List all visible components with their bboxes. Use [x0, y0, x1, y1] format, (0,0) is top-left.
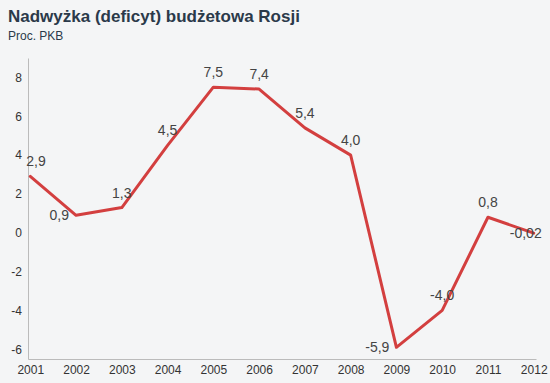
x-tick-label: 2007	[292, 363, 319, 377]
x-tick: 2010	[429, 359, 456, 377]
y-tick: 2	[15, 187, 28, 201]
chart-svg: Nadwyżka (deficyt) budżetowa Rosji Proc. …	[0, 0, 550, 383]
data-label: 0,8	[478, 194, 498, 210]
y-tick-label: 4	[15, 148, 22, 162]
x-tick-label: 2001	[17, 363, 44, 377]
x-tick: 2006	[246, 359, 273, 377]
data-label: 1,3	[112, 185, 132, 201]
x-tick-label: 2006	[246, 363, 273, 377]
x-tick-label: 2010	[429, 363, 456, 377]
y-axis: -6 -4 -2 0 2 4 6 8	[11, 59, 28, 360]
x-tick-label: 2009	[384, 363, 411, 377]
y-tick: 0	[15, 226, 28, 240]
x-tick-label: 2002	[63, 363, 90, 377]
x-tick: 2001	[17, 359, 44, 377]
x-tick: 2002	[63, 359, 90, 377]
y-tick: 8	[15, 71, 28, 85]
data-label: -5,9	[365, 339, 389, 355]
data-label: 4,5	[158, 122, 178, 138]
data-label: 4,0	[341, 132, 361, 148]
x-tick: 2005	[200, 359, 227, 377]
data-label: 5,4	[295, 105, 315, 121]
x-axis-line	[29, 359, 537, 360]
subtitle: Proc. PKB	[8, 29, 63, 43]
data-label: 7,4	[249, 66, 269, 82]
y-tick-label: 6	[15, 110, 22, 124]
y-tick-label: -4	[11, 304, 22, 318]
x-tick-label: 2011	[476, 363, 502, 377]
x-axis: 2001 2002 2003 2004 2005 2006 2007 2008 2009 2010…	[17, 359, 547, 377]
y-tick-label: 2	[15, 187, 22, 201]
x-tick-label: 2005	[200, 363, 227, 377]
y-tick: 6	[15, 110, 28, 124]
data-labels: 2,9 0,9 1,3 4,5 7,5 7,4 5,4 4,0 -5,9 -4,0 0,8 -0,02	[26, 64, 542, 355]
y-tick: -6	[11, 343, 28, 357]
data-label: 7,5	[204, 64, 224, 80]
x-tick: 2007	[292, 359, 319, 377]
marks	[30, 87, 533, 347]
plot: -6-4-20246820012002200320042005200620072…	[11, 59, 548, 377]
y-tick: -4	[11, 304, 28, 318]
y-tick-label: 0	[15, 226, 22, 240]
line	[30, 87, 533, 347]
y-tick-label: -6	[11, 343, 22, 357]
title: Nadwyżka (deficyt) budżetowa Rosji	[8, 7, 300, 26]
x-tick: 2009	[384, 359, 411, 377]
y-tick-label: 8	[15, 71, 22, 85]
data-label: 2,9	[26, 153, 46, 169]
x-tick: 2008	[338, 359, 365, 377]
x-tick-label: 2012	[521, 363, 548, 377]
y-axis-line	[28, 59, 29, 360]
x-tick: 2011	[476, 359, 502, 377]
x-tick: 2004	[155, 359, 182, 377]
x-tick-label: 2003	[109, 363, 136, 377]
x-tick-label: 2008	[338, 363, 365, 377]
data-label: -0,02	[510, 225, 542, 241]
y-tick-label: -2	[11, 265, 22, 279]
x-tick: 2012	[521, 359, 548, 377]
data-label: 0,9	[50, 207, 70, 223]
chart-container: Nadwyżka (deficyt) budżetowa Rosji Proc. …	[0, 0, 550, 383]
background	[0, 0, 550, 383]
x-tick-label: 2004	[155, 363, 182, 377]
y-tick: -2	[11, 265, 28, 279]
x-tick: 2003	[109, 359, 136, 377]
data-label: -4,0	[430, 287, 454, 303]
